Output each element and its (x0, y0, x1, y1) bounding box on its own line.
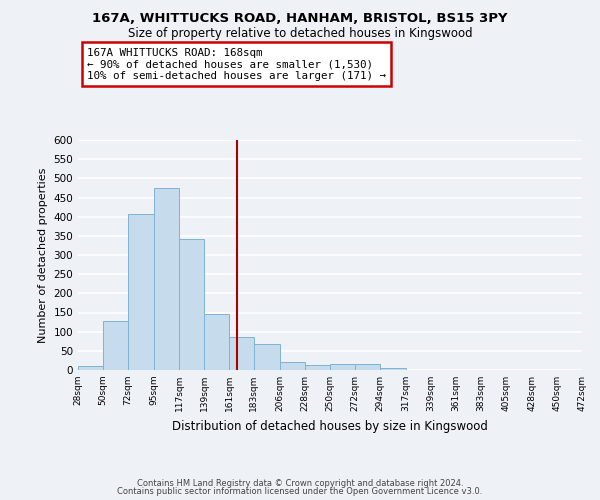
Text: 167A WHITTUCKS ROAD: 168sqm
← 90% of detached houses are smaller (1,530)
10% of : 167A WHITTUCKS ROAD: 168sqm ← 90% of det… (87, 48, 386, 80)
Bar (179, 240, 204, 370)
X-axis label: Distribution of detached houses by size in Kingswood: Distribution of detached houses by size … (172, 420, 488, 432)
Bar (305, 366, 330, 370)
Text: Contains HM Land Registry data © Crown copyright and database right 2024.: Contains HM Land Registry data © Crown c… (137, 478, 463, 488)
Text: 167A, WHITTUCKS ROAD, HANHAM, BRISTOL, BS15 3PY: 167A, WHITTUCKS ROAD, HANHAM, BRISTOL, B… (92, 12, 508, 26)
Bar (280, 362, 305, 370)
Bar (254, 344, 280, 370)
Bar (103, 322, 128, 370)
Bar (78, 366, 103, 370)
Bar (355, 364, 380, 370)
Text: Contains public sector information licensed under the Open Government Licence v3: Contains public sector information licen… (118, 487, 482, 496)
Bar (128, 214, 154, 370)
Text: Size of property relative to detached houses in Kingswood: Size of property relative to detached ho… (128, 28, 472, 40)
Bar (229, 336, 254, 370)
Bar (154, 188, 179, 370)
Bar (204, 314, 229, 370)
Bar (380, 368, 406, 370)
Y-axis label: Number of detached properties: Number of detached properties (38, 168, 48, 342)
Bar (330, 364, 355, 370)
Bar (582, 369, 600, 370)
